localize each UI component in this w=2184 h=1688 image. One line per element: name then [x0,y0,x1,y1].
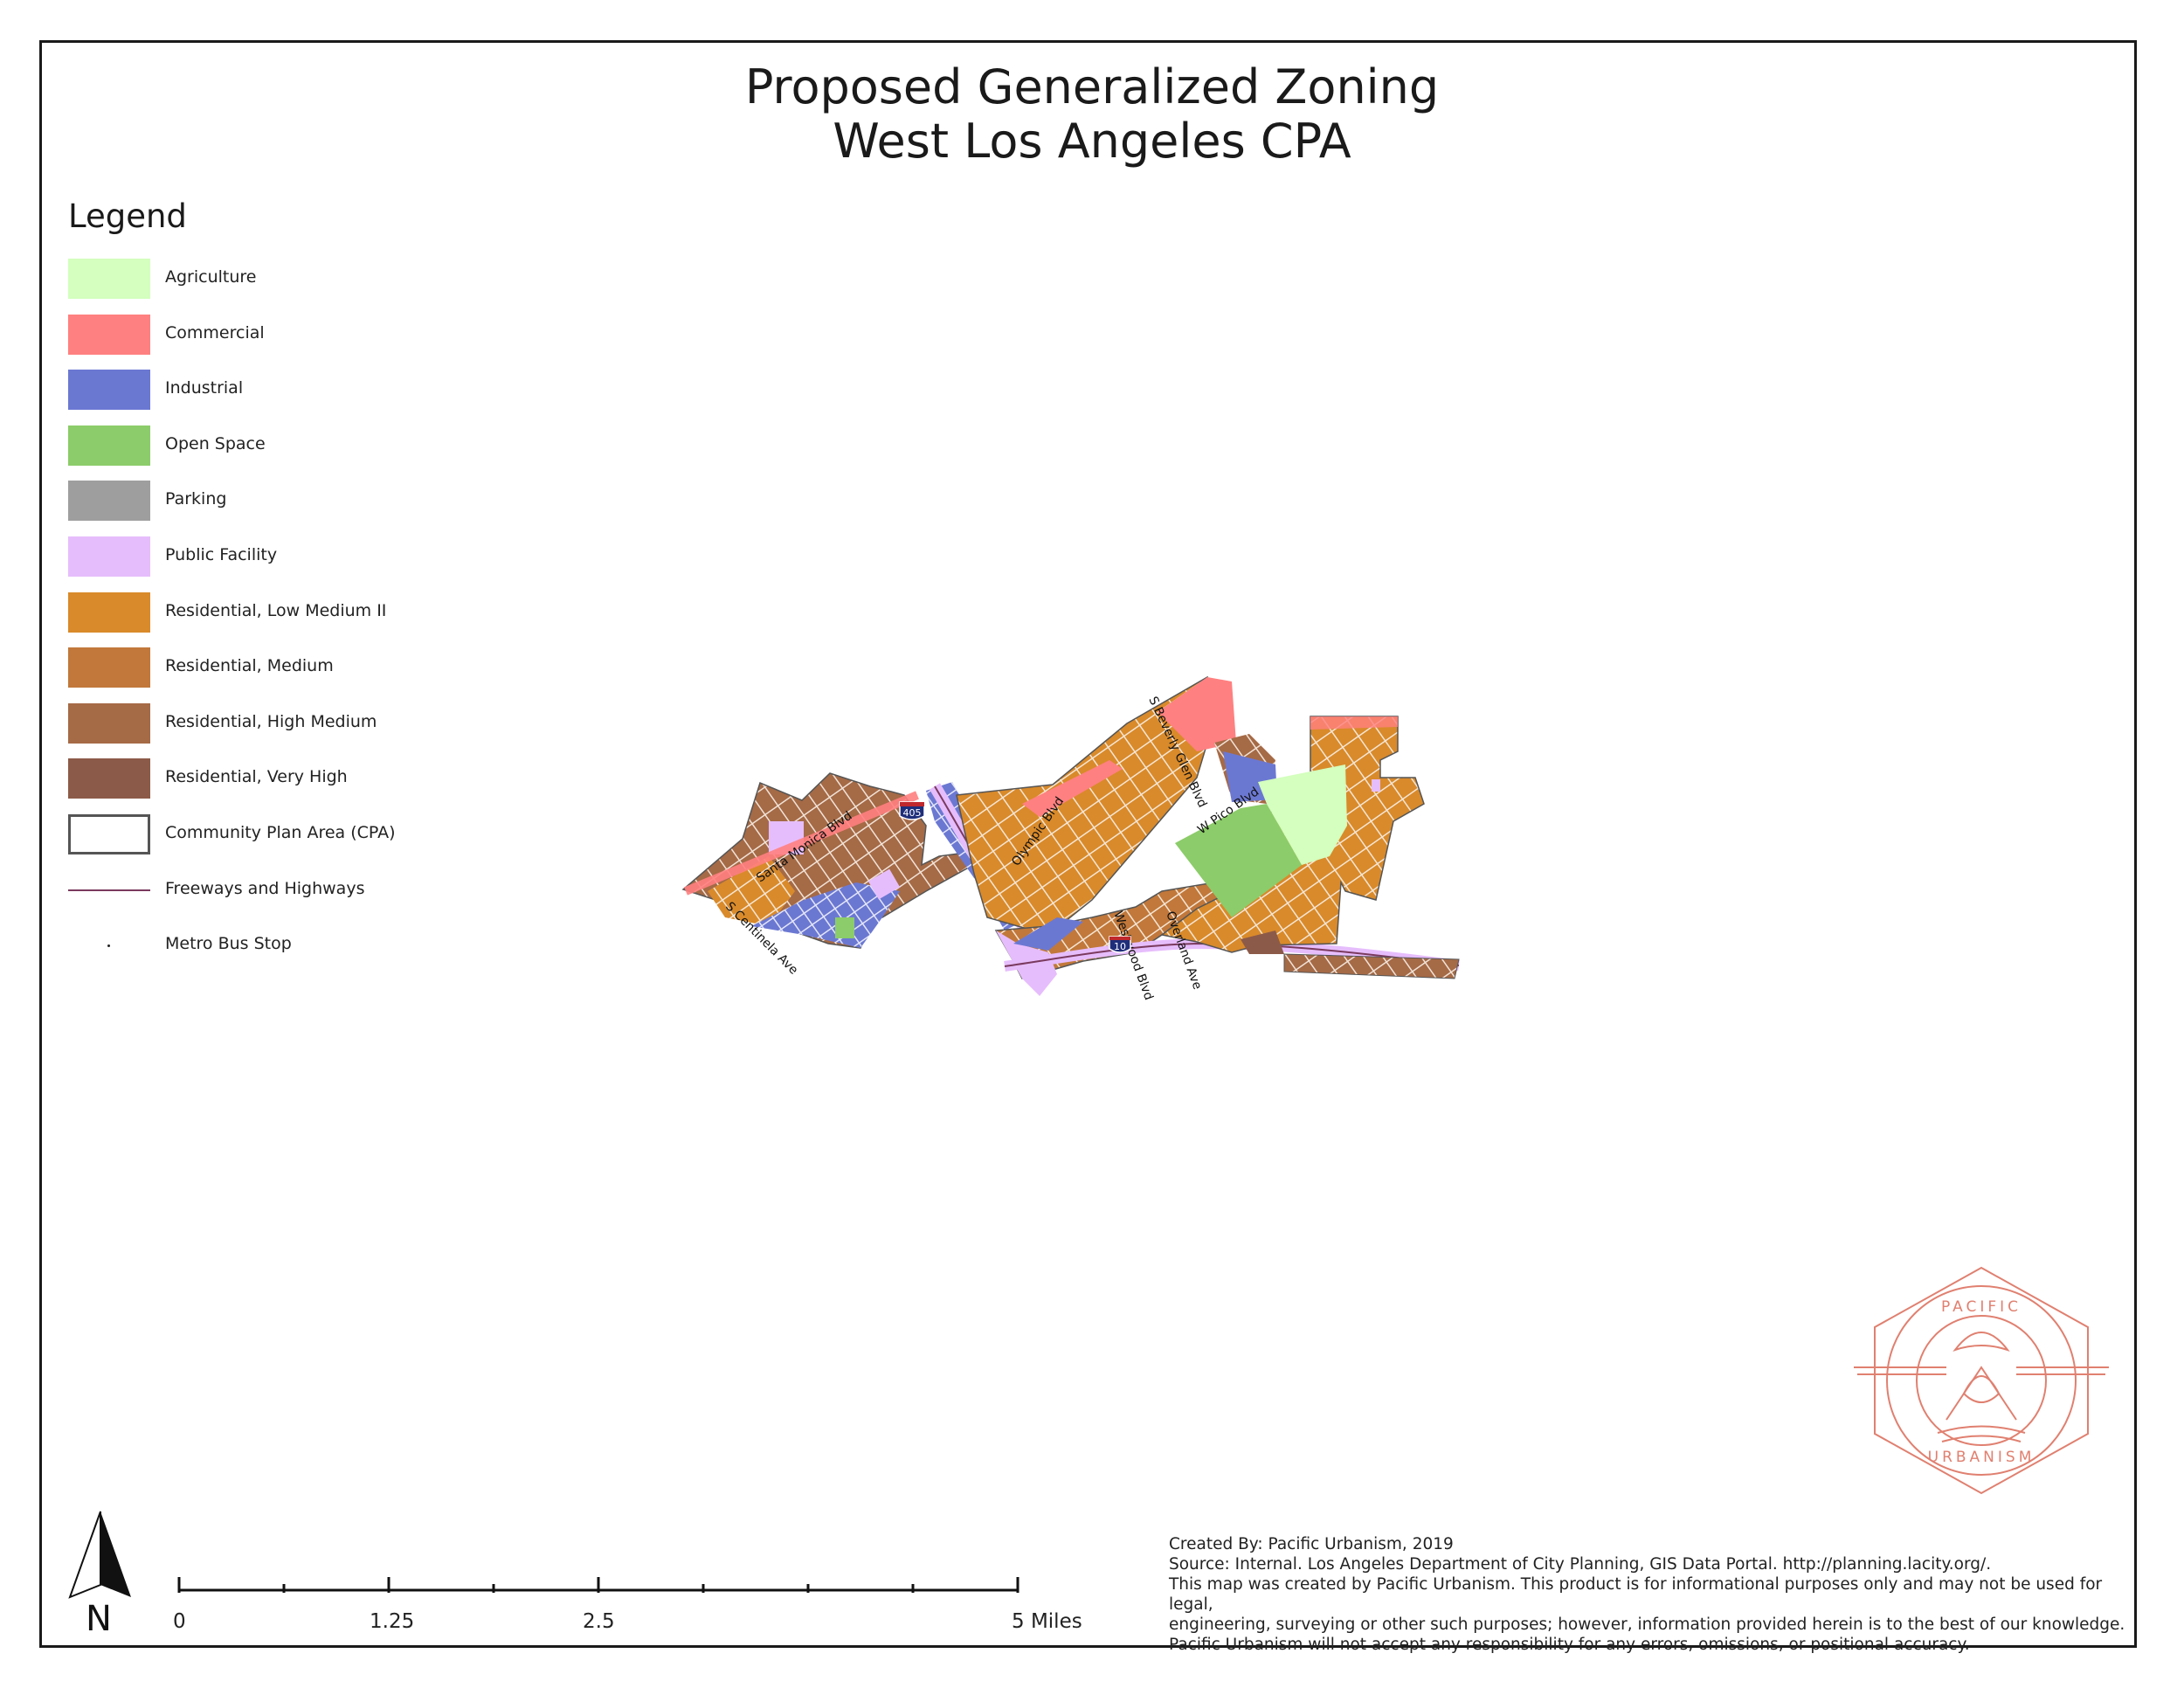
legend-swatch [68,870,150,910]
scale-label-1-25: 1.25 [370,1610,415,1633]
credits-line: Pacific Urbanism will not accept any res… [1169,1636,1970,1654]
legend-swatch [68,425,150,466]
zone-industrial-west [751,882,900,948]
legend-label: Community Plan Area (CPA) [165,823,396,842]
scale-label-0: 0 [173,1610,186,1633]
credits: Created By: Pacific Urbanism, 2019 Sourc… [1169,1534,2139,1655]
zone-commercial-north [1158,677,1236,751]
legend-label: Residential, High Medium [165,711,377,731]
legend-label: Freeways and Highways [165,878,365,898]
zone-agriculture-east [1258,764,1347,865]
legend-swatch [68,814,150,854]
legend-label: Residential, Low Medium II [165,600,387,620]
legend-label: Residential, Very High [165,767,348,787]
credits-line: engineering, surveying or other such pur… [1169,1615,2125,1634]
pacific-urbanism-logo: PACIFIC URBANISM [1854,1266,2109,1495]
legend-swatch [68,536,150,577]
legend-label: Metro Bus Stop [165,934,292,954]
zone-residential-very-high-east [1241,930,1284,954]
legend-swatch [68,591,150,633]
legend-label: Industrial [165,378,244,398]
svg-text:10: 10 [1114,941,1126,952]
shield-10-icon: 10 [1109,936,1131,953]
legend-item: Parking [68,481,435,522]
legend-label: Parking [165,489,227,509]
legend-item: Metro Bus Stop [68,925,435,967]
zone-commercial-east [1310,716,1398,730]
legend-item: Commercial [68,314,435,356]
map-frame [39,40,2137,1648]
credits-line: Source: Internal. Los Angeles Department… [1169,1555,1992,1574]
svg-text:405: 405 [903,807,922,819]
map-title: Proposed Generalized Zoning [744,59,1440,114]
credits-line: Created By: Pacific Urbanism, 2019 [1169,1535,1454,1553]
zone-commercial-west [684,791,919,896]
map-subtitle: West Los Angeles CPA [833,114,1351,169]
scale-label-2-5: 2.5 [583,1610,615,1633]
zone-public-facility-west-2 [867,868,901,900]
legend-item: Freeways and Highways [68,870,435,912]
north-label: N [86,1599,112,1639]
legend-swatch [68,314,150,355]
legend-label: Commercial [165,322,265,342]
legend-item: Agriculture [68,259,435,301]
legend-item: Residential, Very High [68,758,435,800]
zone-residential-low-west [708,856,795,926]
zone-residential-strip [1283,953,1460,979]
credits-line: This map was created by Pacific Urbanism… [1169,1575,2103,1614]
legend-heading: Legend [68,197,187,235]
zoning-map: Santa Monica Blvd S Centinela Ave Olympi… [681,675,1460,1002]
legend-label: Residential, Medium [165,656,334,676]
zone-open-space-east [1175,804,1302,917]
zone-residential-central [956,675,1211,936]
legend-label: Public Facility [165,545,278,564]
zone-open-space-west [835,917,854,938]
legend-swatch [68,647,150,688]
legend-item: Residential, Medium [68,647,435,689]
legend-item: Public Facility [68,536,435,578]
shield-405-icon: 405 [899,801,925,820]
logo-bottom-text: URBANISM [1928,1449,2035,1466]
legend-label: Open Space [165,433,266,453]
legend-item: Community Plan Area (CPA) [68,814,435,856]
north-arrow-icon [68,1511,131,1599]
legend-item: Open Space [68,425,435,467]
legend-swatch [68,758,150,799]
zone-commercial-olympic [1022,760,1123,817]
scale-label-5-miles: 5 Miles [1012,1610,1082,1633]
zone-public-facility-east [1372,779,1380,792]
zone-industrial-south [1013,917,1083,951]
legend-item: Residential, High Medium [68,702,435,745]
logo-top-text: PACIFIC [1941,1298,2022,1316]
legend-swatch [68,259,150,299]
legend-item: Industrial [68,370,435,412]
legend-swatch [68,481,150,522]
scale-bar [177,1577,1019,1593]
legend-item: Residential, Low Medium II [68,591,435,634]
legend-swatch [68,702,150,744]
legend-swatch [68,925,150,965]
legend-label: Agriculture [165,267,257,287]
legend-swatch [68,370,150,411]
